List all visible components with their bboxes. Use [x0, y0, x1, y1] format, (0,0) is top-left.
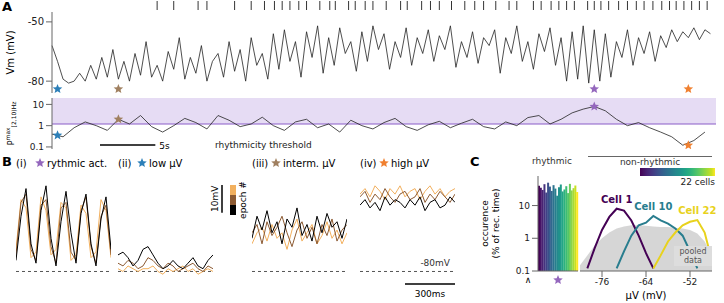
svg-text:interm. μV: interm. μV — [283, 158, 336, 169]
svg-text:∧: ∧ — [525, 275, 532, 285]
svg-text:epoch #: epoch # — [238, 181, 248, 219]
svg-text:Pmax[2,10)Hz: Pmax[2,10)Hz — [4, 102, 17, 146]
svg-text:(iv): (iv) — [360, 158, 377, 169]
svg-text:rythmic act.: rythmic act. — [47, 158, 107, 169]
svg-text:10: 10 — [519, 201, 531, 211]
svg-text:1: 1 — [38, 121, 44, 131]
svg-text:(% of rec. time): (% of rec. time) — [491, 188, 501, 258]
svg-text:μV (mV): μV (mV) — [626, 290, 667, 301]
svg-text:-64: -64 — [639, 277, 654, 287]
svg-text:(ii): (ii) — [118, 158, 131, 169]
svg-text:Cell 1: Cell 1 — [601, 194, 632, 205]
svg-text:occurence: occurence — [480, 200, 490, 247]
svg-text:Vm (mV): Vm (mV) — [5, 30, 16, 74]
svg-text:300ms: 300ms — [415, 289, 446, 299]
svg-text:(i): (i) — [16, 158, 27, 169]
svg-text:C: C — [470, 154, 480, 169]
svg-text:-76: -76 — [595, 277, 610, 287]
html-text:22 cells: 22 cells — [680, 177, 715, 187]
svg-text:A: A — [2, 0, 12, 14]
html-text:pooled data: pooled data — [679, 247, 707, 265]
svg-text:-80: -80 — [28, 76, 44, 87]
svg-text:-52: -52 — [683, 277, 698, 287]
svg-text:5s: 5s — [159, 141, 170, 151]
svg-text:1: 1 — [524, 233, 530, 243]
html-text:non-rhythmic: non-rhythmic — [619, 157, 681, 167]
svg-text:0.1: 0.1 — [30, 142, 44, 152]
svg-text:Cell 22: Cell 22 — [678, 205, 716, 216]
svg-text:low μV: low μV — [149, 158, 183, 169]
svg-text:-50: -50 — [28, 16, 44, 27]
svg-text:rhythmicity threshold: rhythmicity threshold — [215, 140, 312, 150]
svg-text:Cell 10: Cell 10 — [634, 201, 672, 212]
svg-text:10mV: 10mV — [210, 185, 220, 212]
svg-text:10: 10 — [33, 100, 45, 110]
svg-text:B: B — [2, 154, 12, 169]
svg-text:-80mV: -80mV — [420, 258, 450, 268]
svg-text:0.1: 0.1 — [516, 266, 530, 276]
svg-text:high μV: high μV — [391, 158, 429, 169]
html-text:rhythmic: rhythmic — [532, 156, 572, 166]
svg-text:(iii): (iii) — [252, 158, 268, 169]
